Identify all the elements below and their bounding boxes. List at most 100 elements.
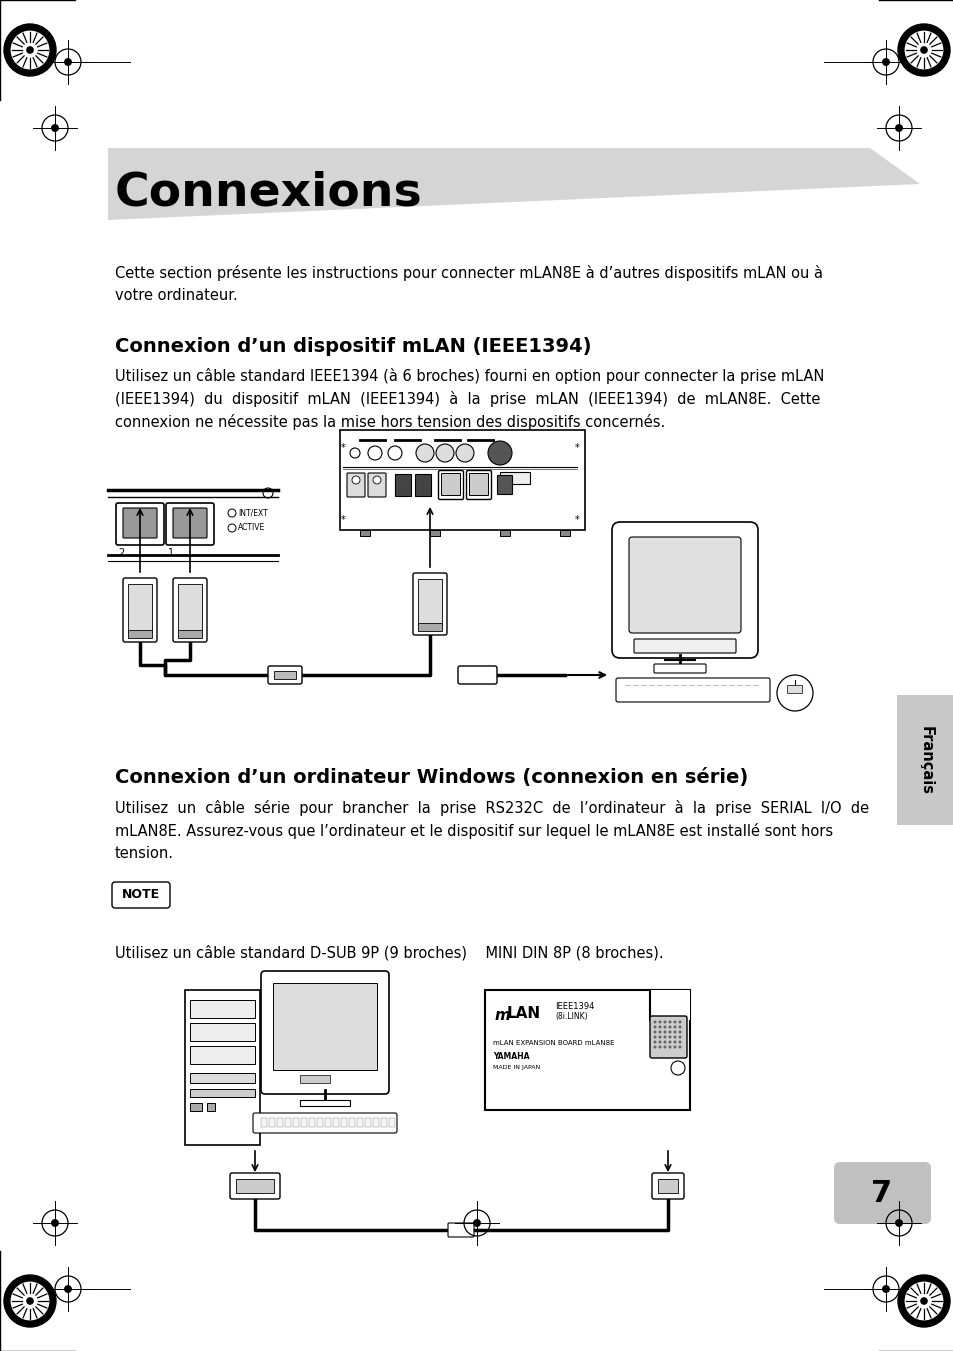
FancyBboxPatch shape <box>349 1119 355 1127</box>
FancyBboxPatch shape <box>368 473 386 497</box>
Circle shape <box>662 1031 666 1034</box>
FancyBboxPatch shape <box>261 971 389 1094</box>
Polygon shape <box>108 149 919 220</box>
FancyBboxPatch shape <box>299 1075 330 1084</box>
FancyBboxPatch shape <box>128 630 152 638</box>
FancyBboxPatch shape <box>190 1073 254 1084</box>
FancyBboxPatch shape <box>116 503 164 544</box>
FancyBboxPatch shape <box>365 1119 371 1127</box>
FancyBboxPatch shape <box>415 474 431 496</box>
FancyBboxPatch shape <box>469 473 488 496</box>
FancyBboxPatch shape <box>178 630 202 638</box>
FancyBboxPatch shape <box>123 508 157 538</box>
FancyBboxPatch shape <box>628 536 740 634</box>
FancyBboxPatch shape <box>172 508 207 538</box>
FancyBboxPatch shape <box>235 1179 274 1193</box>
FancyBboxPatch shape <box>185 990 260 1146</box>
Circle shape <box>904 31 942 69</box>
Circle shape <box>27 47 33 53</box>
Circle shape <box>897 24 949 76</box>
Circle shape <box>658 1025 660 1028</box>
FancyBboxPatch shape <box>166 503 213 544</box>
Circle shape <box>653 1025 656 1028</box>
Circle shape <box>668 1031 671 1034</box>
Circle shape <box>51 124 58 131</box>
Circle shape <box>895 1220 902 1227</box>
Circle shape <box>653 1020 656 1024</box>
Circle shape <box>673 1020 676 1024</box>
Text: 2: 2 <box>118 549 124 558</box>
FancyBboxPatch shape <box>499 471 530 484</box>
Circle shape <box>658 1031 660 1034</box>
Circle shape <box>352 476 359 484</box>
Circle shape <box>678 1020 680 1024</box>
FancyBboxPatch shape <box>339 430 584 530</box>
Circle shape <box>678 1035 680 1039</box>
Text: Utilisez un câble standard IEEE1394 (à 6 broches) fourni en option pour connecte: Utilisez un câble standard IEEE1394 (à 6… <box>115 367 823 431</box>
Circle shape <box>662 1025 666 1028</box>
Circle shape <box>653 1035 656 1039</box>
FancyBboxPatch shape <box>448 1223 474 1238</box>
Circle shape <box>4 24 56 76</box>
Circle shape <box>662 1035 666 1039</box>
Circle shape <box>678 1040 680 1043</box>
Text: Connexion d’un ordinateur Windows (connexion en série): Connexion d’un ordinateur Windows (conne… <box>115 767 747 788</box>
Circle shape <box>668 1046 671 1048</box>
Circle shape <box>653 1031 656 1034</box>
Circle shape <box>920 47 926 53</box>
FancyBboxPatch shape <box>273 984 376 1070</box>
FancyBboxPatch shape <box>497 476 512 494</box>
Circle shape <box>673 1031 676 1034</box>
FancyBboxPatch shape <box>269 1119 274 1127</box>
FancyBboxPatch shape <box>395 474 411 496</box>
Text: LAN: LAN <box>506 1006 540 1021</box>
Circle shape <box>673 1040 676 1043</box>
Text: Connexions: Connexions <box>115 170 422 215</box>
FancyBboxPatch shape <box>389 1119 395 1127</box>
FancyBboxPatch shape <box>299 1100 350 1106</box>
Circle shape <box>662 1040 666 1043</box>
FancyBboxPatch shape <box>438 470 463 500</box>
Circle shape <box>474 1220 479 1227</box>
Text: Connexion d’un dispositif mLAN (IEEE1394): Connexion d’un dispositif mLAN (IEEE1394… <box>115 336 591 357</box>
Circle shape <box>488 440 512 465</box>
FancyBboxPatch shape <box>333 1119 338 1127</box>
FancyBboxPatch shape <box>178 584 202 632</box>
Circle shape <box>897 1275 949 1327</box>
FancyBboxPatch shape <box>466 470 491 500</box>
Circle shape <box>653 1046 656 1048</box>
FancyBboxPatch shape <box>612 521 758 658</box>
FancyBboxPatch shape <box>441 473 460 496</box>
Text: Français: Français <box>918 725 933 794</box>
FancyBboxPatch shape <box>293 1119 298 1127</box>
FancyBboxPatch shape <box>413 573 447 635</box>
FancyBboxPatch shape <box>325 1119 331 1127</box>
FancyBboxPatch shape <box>268 666 302 684</box>
Circle shape <box>373 476 380 484</box>
Text: mLAN EXPANSION BOARD mLAN8E: mLAN EXPANSION BOARD mLAN8E <box>493 1040 614 1046</box>
FancyBboxPatch shape <box>309 1119 314 1127</box>
Circle shape <box>658 1035 660 1039</box>
FancyBboxPatch shape <box>190 1089 254 1097</box>
Text: *: * <box>574 515 578 526</box>
Circle shape <box>662 1020 666 1024</box>
Circle shape <box>668 1020 671 1024</box>
Text: (8i.LINK): (8i.LINK) <box>555 1012 587 1021</box>
Text: Cette section présente les instructions pour connecter mLAN8E à d’autres disposi: Cette section présente les instructions … <box>115 265 822 303</box>
FancyBboxPatch shape <box>261 1119 267 1127</box>
Circle shape <box>65 1286 71 1293</box>
FancyBboxPatch shape <box>285 1119 291 1127</box>
FancyBboxPatch shape <box>359 530 370 536</box>
Circle shape <box>895 124 902 131</box>
FancyBboxPatch shape <box>417 580 441 626</box>
FancyBboxPatch shape <box>484 990 689 1111</box>
FancyBboxPatch shape <box>559 530 569 536</box>
Circle shape <box>678 1046 680 1048</box>
FancyBboxPatch shape <box>373 1119 378 1127</box>
FancyBboxPatch shape <box>128 584 152 632</box>
FancyBboxPatch shape <box>112 882 170 908</box>
FancyBboxPatch shape <box>316 1119 323 1127</box>
Circle shape <box>668 1040 671 1043</box>
Circle shape <box>678 1025 680 1028</box>
FancyBboxPatch shape <box>190 1046 254 1065</box>
